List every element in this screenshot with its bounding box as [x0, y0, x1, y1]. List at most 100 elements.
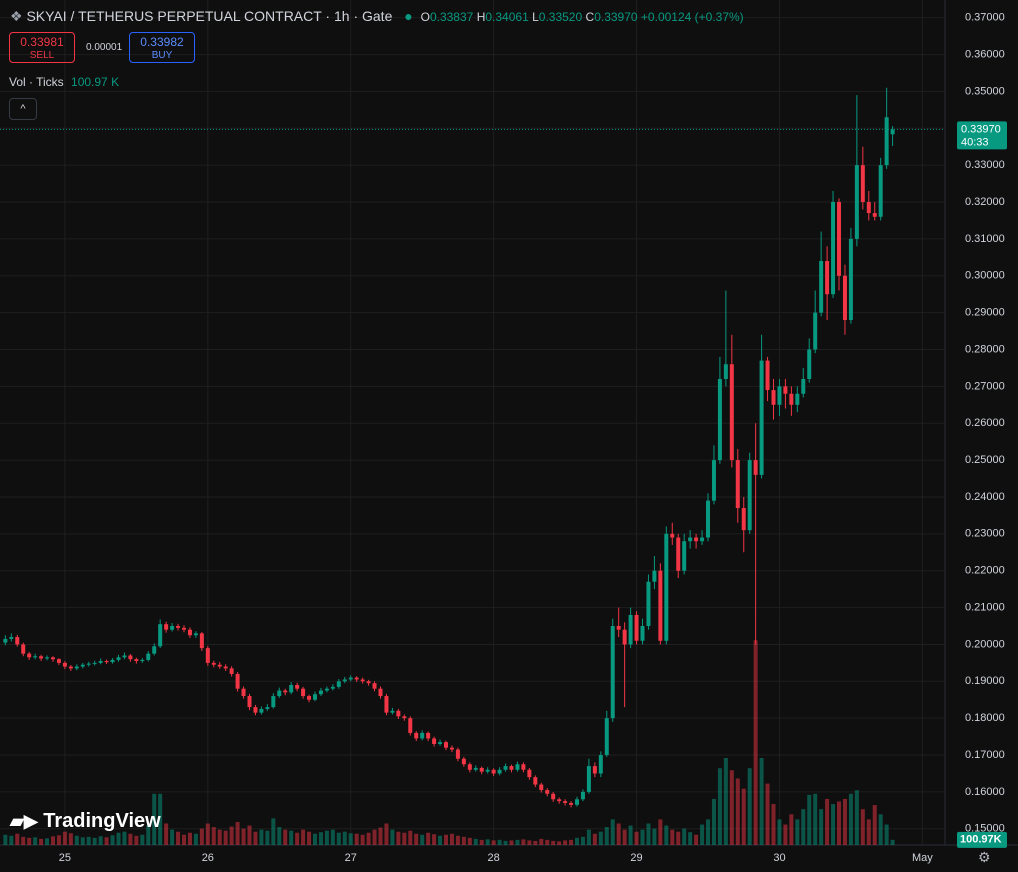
countdown: 40:33 — [961, 136, 989, 148]
candle-body — [426, 732, 431, 739]
x-tick-label: 28 — [488, 852, 500, 864]
volume-bar — [229, 826, 234, 845]
c-key: C — [585, 10, 595, 24]
volume-bar — [104, 837, 109, 845]
volume-bar — [884, 824, 889, 845]
volume-bar — [378, 827, 383, 845]
volume-bar — [164, 823, 169, 845]
h-key: H — [476, 10, 486, 24]
candle-body — [783, 386, 788, 394]
volume-bar — [831, 804, 836, 845]
volume-bar — [199, 828, 204, 845]
candle-body — [193, 633, 198, 636]
collapse-button[interactable]: ^ — [9, 98, 37, 120]
candle-body — [324, 688, 329, 691]
volume-bar — [116, 832, 121, 845]
volume-bar — [634, 831, 639, 845]
volume-bar — [74, 835, 79, 845]
candle-body — [342, 679, 347, 682]
y-tick-label: 0.30000 — [965, 270, 1005, 282]
y-tick-label: 0.19000 — [965, 675, 1005, 687]
y-tick-label: 0.31000 — [965, 233, 1005, 245]
symbol-icon: ❖ — [10, 8, 23, 24]
volume-bar — [813, 793, 818, 845]
candle-body — [467, 764, 472, 770]
candle-body — [479, 767, 484, 772]
candle-body — [80, 664, 85, 667]
candle-body — [140, 659, 145, 662]
candle-body — [444, 742, 449, 748]
y-tick-label: 0.17000 — [965, 749, 1005, 761]
candle-body — [330, 686, 335, 689]
candle-body — [604, 718, 609, 756]
volume-bar — [676, 831, 681, 845]
candle-body — [229, 668, 234, 674]
y-tick-label: 0.25000 — [965, 454, 1005, 466]
volume-bar — [432, 834, 437, 845]
candle-body — [676, 537, 681, 571]
candle-body — [777, 386, 782, 405]
candle-body — [384, 696, 389, 713]
candle-body — [199, 633, 204, 649]
candle-body — [205, 648, 210, 663]
candle-body — [247, 696, 252, 708]
candle-body — [259, 708, 264, 713]
volume-bar — [694, 834, 699, 845]
sell-button[interactable]: 0.33981 SELL — [9, 32, 75, 63]
candle-body — [569, 802, 574, 805]
spread: 0.00001 — [86, 42, 123, 53]
price-badge — [957, 121, 1007, 150]
volume-bar — [628, 825, 633, 845]
volume-legend: Vol · Ticks 100.97 K — [9, 75, 119, 89]
volume-bar — [324, 830, 329, 845]
volume-bar — [854, 790, 859, 845]
volume-bar — [503, 840, 508, 845]
candle-body — [390, 710, 395, 713]
buy-button[interactable]: 0.33982 BUY — [129, 32, 195, 63]
volume-bar — [342, 831, 347, 845]
volume-bar — [575, 837, 580, 845]
candle-body — [86, 663, 91, 665]
candle-body — [872, 213, 877, 217]
buy-label: BUY — [151, 50, 173, 61]
volume-bar — [700, 824, 705, 845]
candle-body — [473, 767, 478, 770]
candle-body — [461, 758, 466, 765]
h-value: 0.34061 — [485, 10, 529, 24]
volume-bar — [563, 840, 568, 845]
candle-body — [354, 677, 359, 680]
volume-bar — [301, 829, 306, 845]
candle-body — [491, 769, 496, 774]
volume-bar — [158, 793, 163, 845]
candle-body — [366, 681, 371, 684]
volume-bar — [128, 833, 133, 845]
y-tick-label: 0.24000 — [965, 491, 1005, 503]
volume-bar — [348, 833, 353, 845]
candle-body — [271, 696, 276, 708]
volume-bar — [289, 830, 294, 845]
volume-bar — [711, 798, 716, 845]
settings-button[interactable]: ⚙ — [978, 849, 991, 865]
volume-bar — [640, 829, 645, 845]
l-key: L — [532, 10, 539, 24]
candle-body — [825, 261, 830, 295]
y-tick-label: 0.21000 — [965, 601, 1005, 613]
candle-body — [50, 657, 55, 660]
candle-body — [408, 718, 413, 733]
volume-bar — [598, 831, 603, 845]
candle-body — [580, 791, 585, 800]
candle-body — [176, 626, 181, 628]
volume-bar — [372, 829, 377, 845]
candle-body — [27, 653, 32, 658]
candle-body — [706, 500, 711, 538]
candle-body — [39, 656, 44, 659]
volume-bar — [717, 768, 722, 845]
volume-bar — [15, 833, 20, 845]
candle-body — [723, 364, 728, 379]
volume-bar — [545, 839, 550, 845]
y-tick-label: 0.26000 — [965, 417, 1005, 429]
candle-body — [217, 664, 222, 667]
candle-body — [551, 793, 556, 800]
volume-bar — [68, 833, 73, 845]
